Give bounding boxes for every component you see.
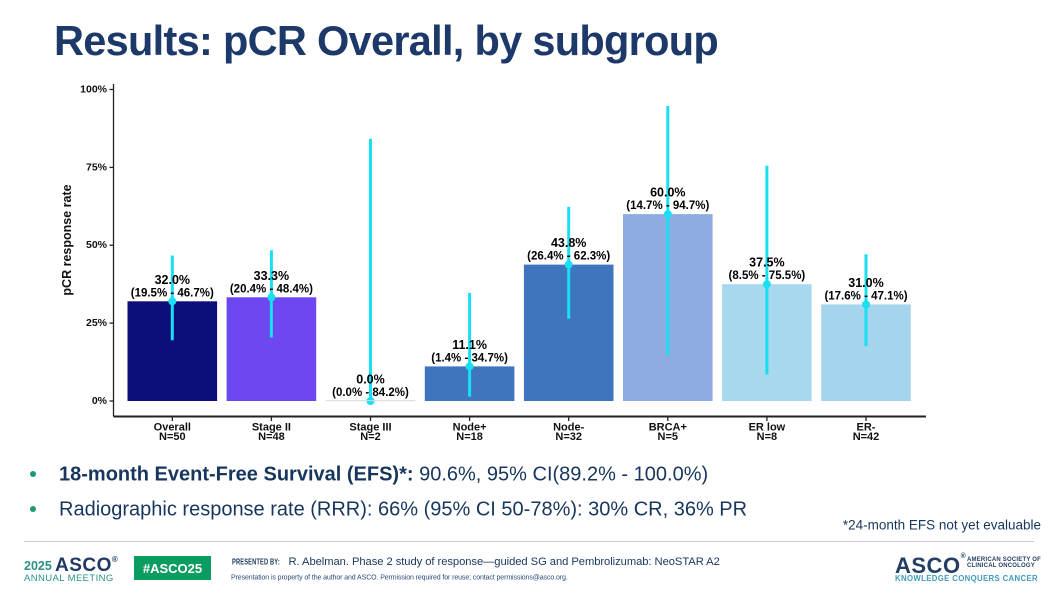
svg-text:60.0%: 60.0%	[650, 186, 685, 200]
svg-text:ER low: ER low	[749, 421, 786, 433]
svg-text:33.3%: 33.3%	[254, 269, 289, 283]
svg-text:(1.4% - 34.7%): (1.4% - 34.7%)	[431, 352, 508, 364]
svg-text:Stage II: Stage II	[252, 421, 291, 433]
svg-text:50%: 50%	[86, 239, 108, 251]
svg-text:32.0%: 32.0%	[155, 273, 190, 287]
svg-text:(17.6% - 47.1%): (17.6% - 47.1%)	[824, 290, 907, 302]
svg-text:N=42: N=42	[853, 431, 880, 443]
svg-text:(14.7% - 94.7%): (14.7% - 94.7%)	[626, 200, 709, 212]
svg-text:Node+: Node+	[453, 421, 487, 433]
svg-text:(0.0% - 84.2%): (0.0% - 84.2%)	[332, 387, 409, 399]
svg-text:(20.4% - 48.4%): (20.4% - 48.4%)	[230, 283, 313, 295]
svg-text:(19.5% - 46.7%): (19.5% - 46.7%)	[131, 287, 214, 299]
svg-text:N=32: N=32	[555, 431, 582, 443]
svg-text:pCR response rate: pCR response rate	[60, 184, 74, 295]
svg-text:N=18: N=18	[456, 431, 483, 443]
svg-text:31.0%: 31.0%	[848, 276, 883, 290]
svg-text:N=8: N=8	[757, 431, 778, 443]
svg-text:25%: 25%	[86, 317, 108, 329]
svg-text:N=50: N=50	[159, 431, 186, 443]
svg-text:Overall: Overall	[154, 421, 191, 433]
svg-text:0%: 0%	[92, 395, 108, 407]
svg-text:N=2: N=2	[360, 431, 381, 443]
svg-text:Stage III: Stage III	[349, 421, 391, 433]
svg-text:N=48: N=48	[258, 431, 285, 443]
svg-text:37.5%: 37.5%	[749, 256, 784, 270]
svg-text:43.8%: 43.8%	[551, 236, 586, 250]
svg-text:(26.4% - 62.3%): (26.4% - 62.3%)	[527, 251, 610, 263]
svg-text:75%: 75%	[86, 161, 108, 173]
svg-text:BRCA+: BRCA+	[649, 421, 687, 433]
svg-text:100%: 100%	[80, 84, 108, 96]
svg-text:(8.5% - 75.5%): (8.5% - 75.5%)	[729, 270, 806, 282]
svg-text:Node-: Node-	[553, 421, 585, 433]
svg-text:ER-: ER-	[857, 421, 876, 433]
svg-text:11.1%: 11.1%	[452, 338, 487, 352]
svg-text:0.0%: 0.0%	[356, 373, 385, 387]
svg-text:N=5: N=5	[658, 431, 679, 443]
